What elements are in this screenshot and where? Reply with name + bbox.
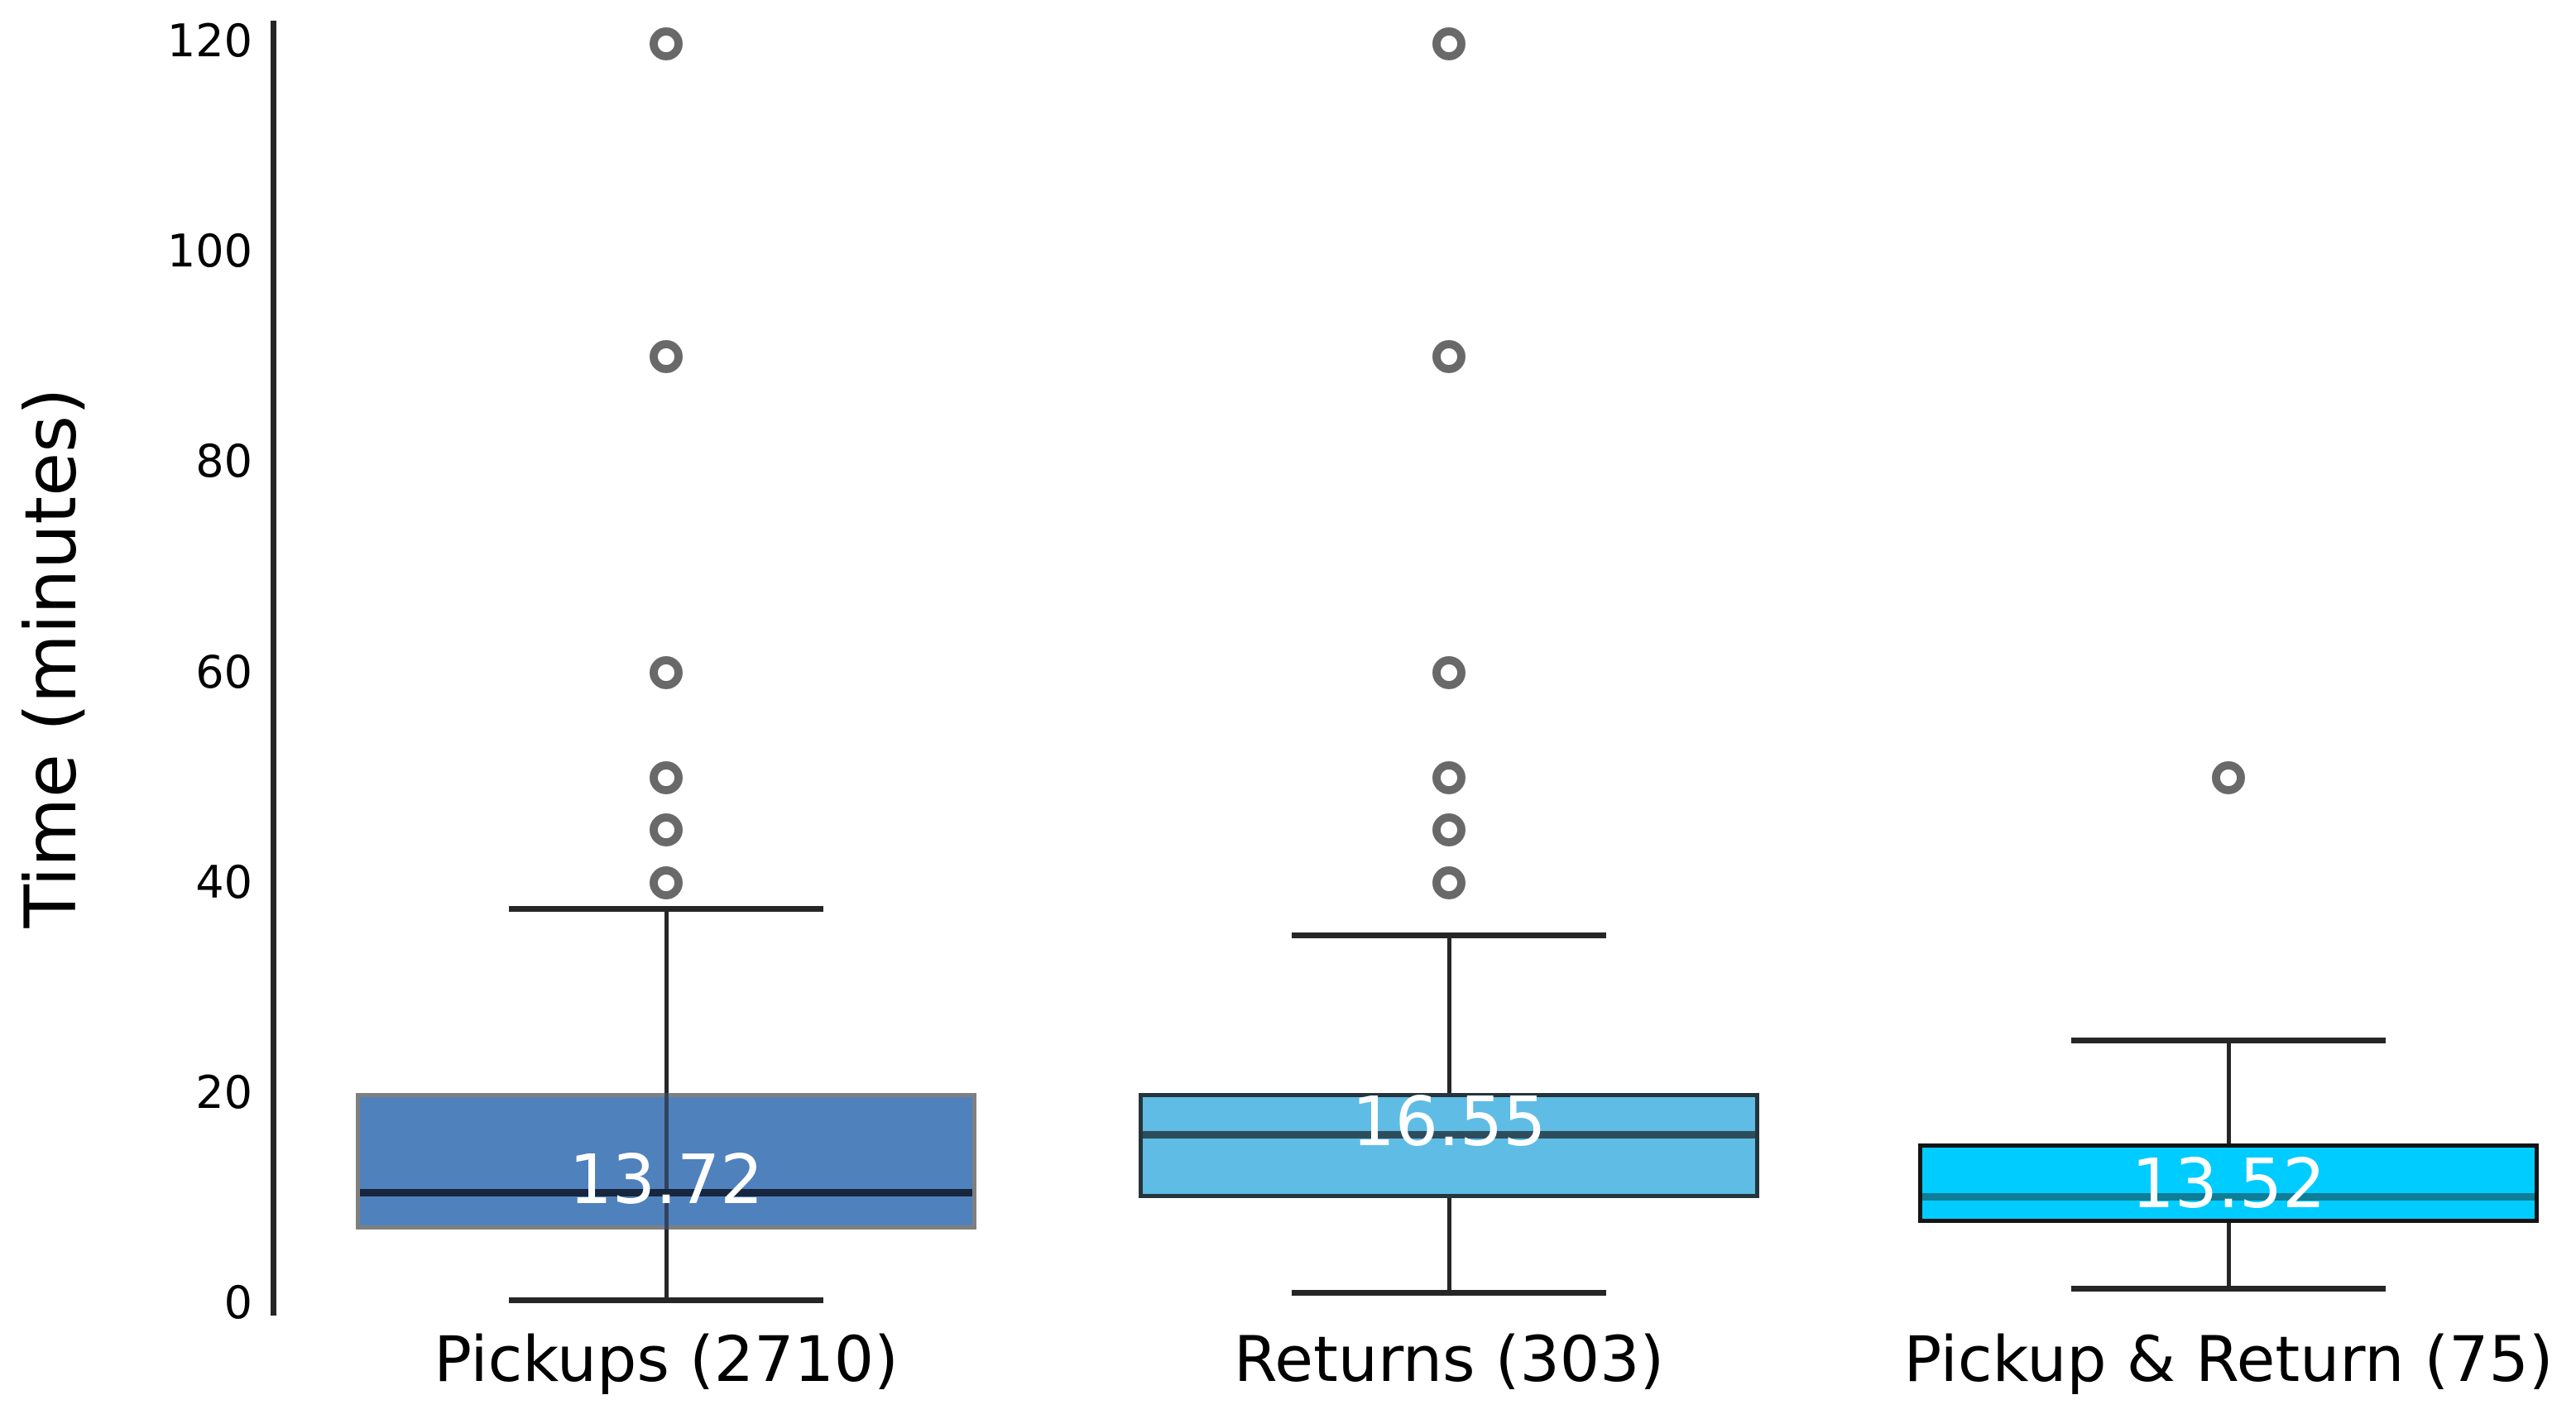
median-line-Pickup & Return xyxy=(1922,1193,2535,1201)
lower-whisker-Pickup & Return xyxy=(2226,1223,2231,1289)
y-tick-label-80: 80 xyxy=(195,435,252,488)
outlier-point-Pickup & Return-50 xyxy=(2212,760,2245,794)
outlier-point-Pickups-60 xyxy=(650,655,683,689)
iqr-box-Pickup & Return xyxy=(1918,1143,2539,1224)
outlier-point-Returns-50 xyxy=(1432,760,1465,794)
y-tick-label-120: 120 xyxy=(166,15,252,67)
lower-whisker-cap-Returns xyxy=(1292,1289,1606,1296)
median-line-Returns xyxy=(1143,1131,1755,1139)
y-tick-label-0: 0 xyxy=(223,1277,252,1329)
upper-whisker-Pickup & Return xyxy=(2226,1040,2231,1143)
lower-whisker-Returns xyxy=(1446,1197,1451,1293)
iqr-box-Returns xyxy=(1139,1092,1759,1198)
outlier-point-Returns-45 xyxy=(1432,813,1465,847)
mean-value-label-Returns: 16.55 xyxy=(1351,1082,1547,1162)
y-axis-line xyxy=(271,21,276,1316)
y-tick-label-60: 60 xyxy=(195,645,252,698)
center-line-Pickups xyxy=(664,1092,669,1230)
outlier-point-Returns-60 xyxy=(1432,655,1465,689)
outlier-point-Pickups-50 xyxy=(650,760,683,794)
outlier-point-Returns-40 xyxy=(1432,865,1465,899)
x-axis-label-Returns: Returns (303) xyxy=(1233,1322,1665,1396)
upper-whisker-cap-Pickups xyxy=(509,905,823,912)
y-tick-label-20: 20 xyxy=(195,1066,252,1119)
y-tick-label-100: 100 xyxy=(166,225,252,278)
outlier-point-Returns-119.8 xyxy=(1432,26,1465,60)
outlier-point-Pickups-90 xyxy=(650,340,683,374)
x-axis-label-Pickups: Pickups (2710) xyxy=(434,1322,899,1396)
lower-whisker-cap-Pickup & Return xyxy=(2071,1285,2386,1292)
mean-value-label-Pickup & Return: 13.52 xyxy=(2131,1144,2326,1224)
upper-whisker-Pickups xyxy=(664,908,669,1093)
upper-whisker-cap-Pickup & Return xyxy=(2071,1037,2386,1043)
lower-whisker-cap-Pickups xyxy=(509,1297,823,1303)
y-tick-label-40: 40 xyxy=(195,856,252,908)
upper-whisker-cap-Returns xyxy=(1292,932,1606,938)
lower-whisker-Pickups xyxy=(664,1230,669,1301)
outlier-point-Pickups-119.8 xyxy=(650,26,683,60)
upper-whisker-Returns xyxy=(1446,935,1451,1093)
x-axis-label-Pickup & Return: Pickup & Return (75) xyxy=(1903,1322,2554,1396)
median-line-Pickups xyxy=(360,1189,972,1197)
outlier-point-Returns-90 xyxy=(1432,340,1465,374)
outlier-point-Pickups-45 xyxy=(650,813,683,847)
mean-value-label-Pickups: 13.72 xyxy=(568,1140,764,1220)
outlier-point-Pickups-40 xyxy=(650,865,683,899)
